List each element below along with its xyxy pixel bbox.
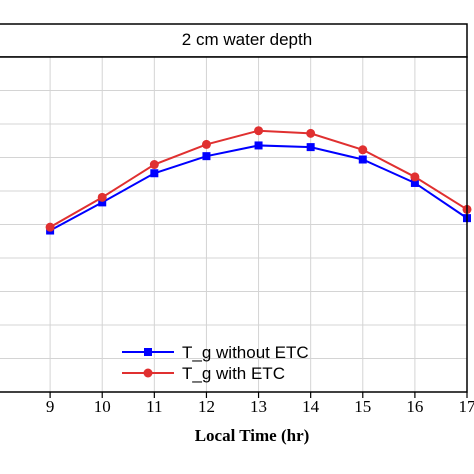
- legend-item: T_g without ETC: [122, 343, 309, 362]
- legend-label: T_g with ETC: [182, 364, 285, 383]
- data-point: [410, 172, 420, 182]
- data-point: [201, 139, 211, 149]
- x-tick-labels: 9 10 11 12 13 14 15 16 17: [46, 397, 474, 416]
- x-tick-label: 15: [354, 397, 371, 416]
- data-point: [149, 160, 159, 170]
- x-tick-label: 11: [146, 397, 162, 416]
- legend-item: T_g with ETC: [122, 364, 285, 383]
- x-tick-label: 10: [94, 397, 111, 416]
- chart-title: 2 cm water depth: [182, 30, 312, 49]
- data-point: [306, 143, 315, 152]
- data-point: [358, 145, 368, 155]
- title-box: [0, 23, 468, 58]
- data-point: [150, 169, 159, 178]
- data-point: [358, 155, 367, 164]
- data-point: [98, 198, 107, 207]
- legend: T_g without ETC T_g with ETC: [122, 343, 309, 383]
- x-tick-label: 14: [302, 397, 320, 416]
- title-box-frame: [0, 23, 468, 58]
- data-point: [45, 222, 55, 232]
- axes: [0, 56, 468, 398]
- data-point: [97, 192, 107, 202]
- data-point: [254, 141, 263, 150]
- legend-marker: [144, 348, 152, 356]
- series-2: [45, 126, 472, 232]
- legend-marker: [143, 368, 153, 378]
- x-tick-label: 13: [250, 397, 267, 416]
- data-point: [202, 152, 211, 161]
- x-tick-label: 9: [46, 397, 55, 416]
- x-tick-label: 17: [459, 397, 474, 416]
- data-point: [410, 178, 419, 187]
- x-axis-label: Local Time (hr): [195, 426, 310, 445]
- plot-frame: [0, 56, 468, 393]
- data-point: [254, 126, 264, 136]
- data-point: [306, 128, 316, 138]
- legend-label: T_g without ETC: [182, 343, 309, 362]
- x-tick-label: 12: [198, 397, 215, 416]
- x-tick-label: 16: [406, 397, 423, 416]
